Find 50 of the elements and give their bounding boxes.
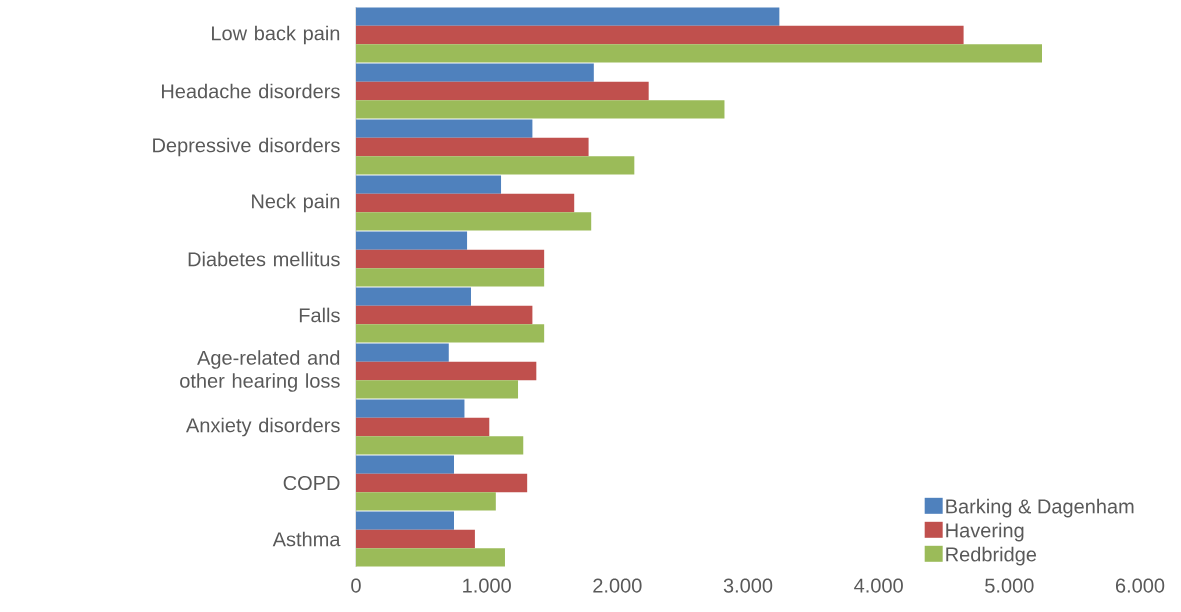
y-tick-label: Diabetes mellitus xyxy=(188,251,340,267)
x-tick-label: 6.000 xyxy=(1115,578,1165,593)
bar xyxy=(356,529,475,549)
bar xyxy=(356,156,635,175)
bar xyxy=(356,473,528,493)
bar xyxy=(356,287,471,306)
y-tick-label: Falls xyxy=(299,307,340,323)
bar xyxy=(356,81,649,101)
bar xyxy=(356,231,468,250)
bar xyxy=(356,44,1042,63)
legend-label: Havering xyxy=(946,522,1024,542)
bar xyxy=(356,511,454,530)
bar xyxy=(356,100,725,119)
bar xyxy=(356,455,454,474)
bar xyxy=(356,137,589,157)
legend-label: Redbridge xyxy=(946,546,1037,566)
y-tick-label: Low back pain xyxy=(212,25,340,45)
x-tick-label: 0 xyxy=(351,578,361,593)
x-tick-label: 5.000 xyxy=(985,578,1034,593)
x-tick-label: 3.000 xyxy=(723,578,773,593)
bar xyxy=(356,268,545,287)
bar xyxy=(356,25,964,45)
bar xyxy=(356,380,519,399)
x-tick-label: 4.000 xyxy=(854,578,903,593)
bar xyxy=(356,175,502,194)
x-tick-label: 2.000 xyxy=(593,578,642,593)
bar xyxy=(356,63,594,82)
y-tick-label: Depressive disorders xyxy=(153,137,340,157)
bar xyxy=(356,361,537,381)
bar xyxy=(356,212,592,231)
y-tick-label: Headache disorders xyxy=(162,83,340,99)
y-tick-label: COPD xyxy=(283,475,340,491)
bar xyxy=(356,417,490,437)
bar xyxy=(356,548,505,567)
bar xyxy=(356,436,524,455)
y-tick-label: Asthma xyxy=(272,531,341,547)
bar xyxy=(356,343,449,362)
bar xyxy=(356,305,533,325)
bar xyxy=(356,7,780,26)
bar xyxy=(356,193,575,213)
legend-label: Barking & Dagenham xyxy=(946,498,1134,518)
bar xyxy=(356,119,533,138)
y-tick-label: Neck pain xyxy=(252,193,340,213)
bar xyxy=(356,399,465,418)
y-tick-label: Anxiety disorders xyxy=(185,417,340,437)
x-tick-label: 1.000 xyxy=(463,578,511,593)
y-tick-label: Age-related and other hearing loss xyxy=(180,350,340,392)
bar xyxy=(356,492,496,511)
bar xyxy=(356,324,545,343)
bar xyxy=(356,249,545,269)
